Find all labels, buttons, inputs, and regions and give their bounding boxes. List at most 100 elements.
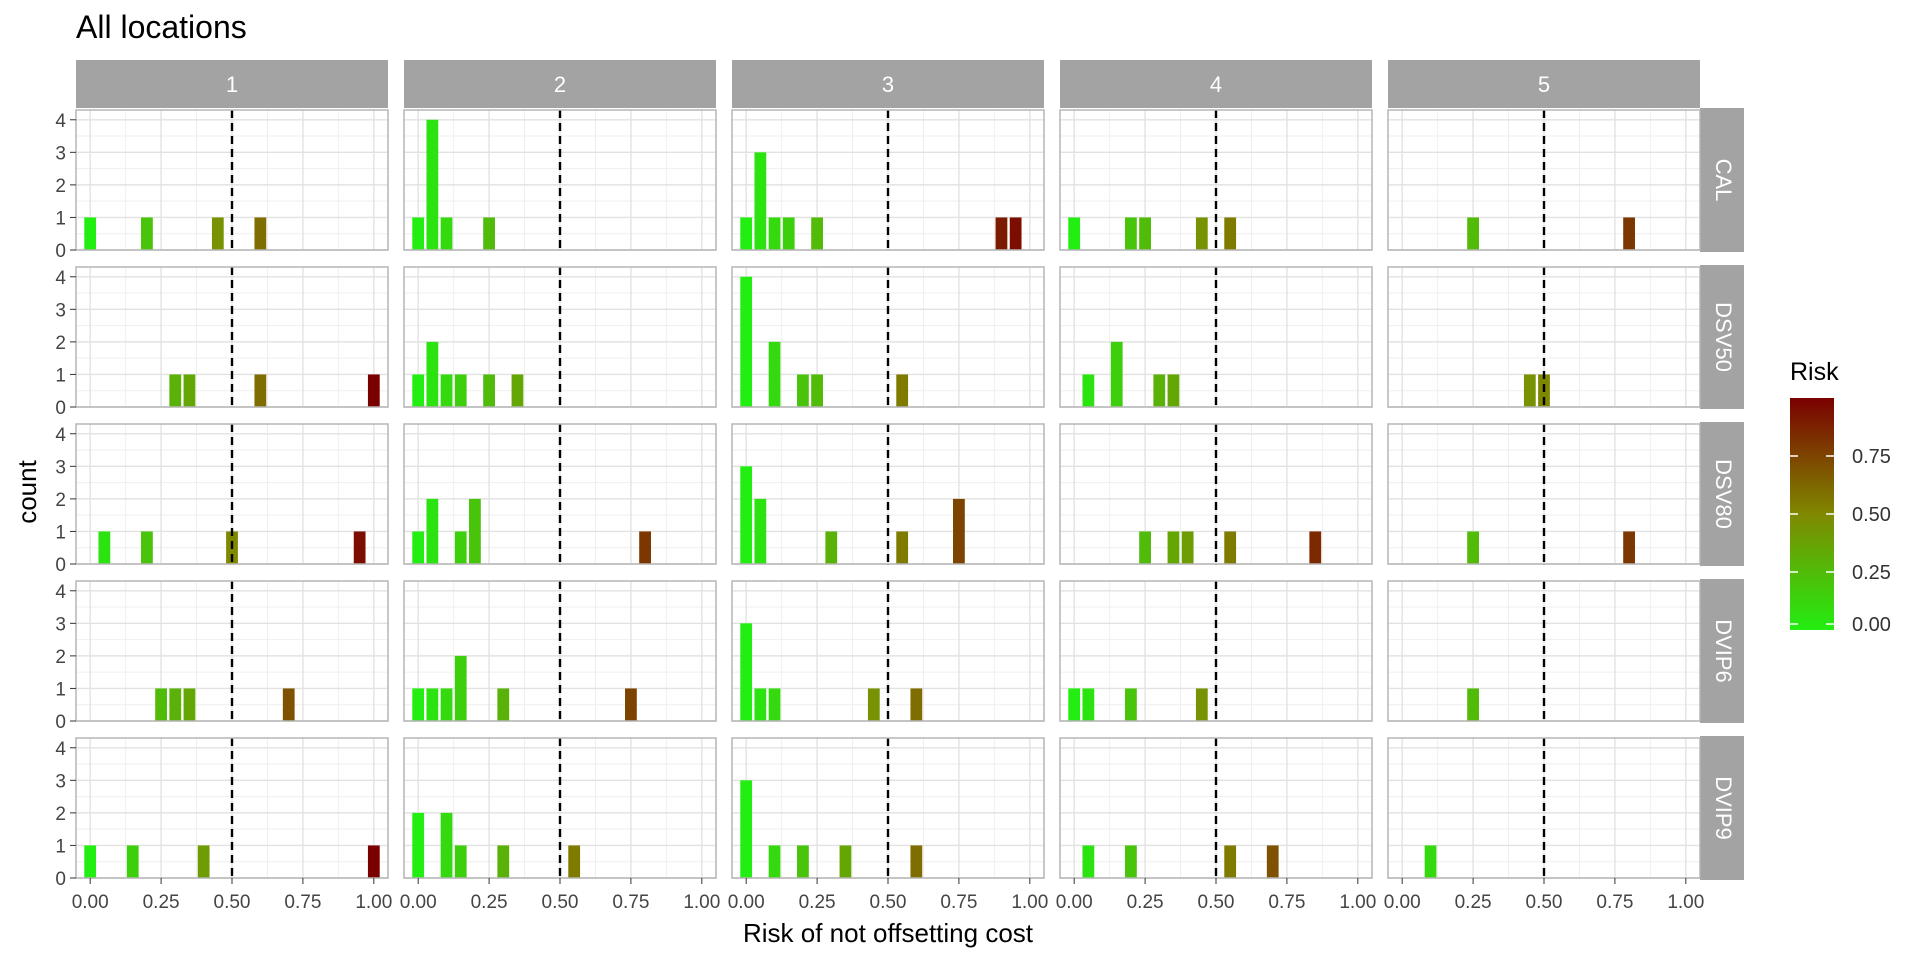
histogram-bar	[910, 688, 923, 721]
y-tick-label: 1	[55, 522, 66, 543]
histogram-bar	[84, 845, 97, 878]
panel-dvip6-4	[1059, 580, 1373, 722]
histogram-bar	[1139, 217, 1151, 250]
histogram-bar	[797, 845, 809, 878]
panel-border	[731, 423, 1045, 565]
histogram-bar	[768, 845, 781, 878]
histogram-bar	[740, 623, 753, 721]
chart-title: All locations	[76, 9, 247, 45]
y-tick-label: 4	[55, 111, 66, 132]
panel-dvip9-1	[75, 737, 389, 879]
panel-dvip9-2	[403, 737, 717, 879]
histogram-bar	[910, 845, 923, 878]
x-tick-label: 0.25	[143, 892, 180, 913]
histogram-bar	[754, 152, 767, 250]
histogram-bar	[1068, 688, 1081, 721]
y-tick-label: 1	[55, 836, 66, 857]
panel-border	[1387, 423, 1701, 565]
y-tick-label: 2	[55, 490, 66, 511]
histogram-bar	[412, 374, 425, 407]
histogram-bar	[754, 498, 767, 564]
y-tick-label: 0	[55, 712, 66, 733]
y-tick-label: 3	[55, 300, 66, 321]
x-tick-label: 1.00	[355, 892, 392, 913]
panel-dvip6-5	[1387, 580, 1701, 722]
row-strip-cal	[1700, 108, 1744, 252]
histogram-bar	[740, 276, 753, 407]
histogram-bar	[469, 498, 481, 564]
col-strip-label: 2	[554, 72, 566, 97]
histogram-bar	[1623, 217, 1635, 250]
panel-border	[75, 266, 389, 408]
panel-dvip9-4	[1059, 737, 1373, 879]
x-tick-label: 0.50	[870, 892, 907, 913]
panel-dsv80-2	[403, 423, 717, 565]
histogram-bar	[1195, 688, 1208, 721]
histogram-bar	[953, 498, 965, 564]
panel-border	[75, 580, 389, 722]
y-tick-label: 1	[55, 679, 66, 700]
histogram-bar	[497, 845, 510, 878]
panel-dvip9-5	[1387, 737, 1701, 879]
y-tick-label: 0	[55, 398, 66, 419]
histogram-bar	[740, 780, 753, 878]
y-tick-label: 4	[55, 582, 66, 603]
panel-cal-4	[1059, 109, 1373, 251]
histogram-bar	[839, 845, 852, 878]
histogram-bar	[768, 217, 781, 250]
histogram-bar	[811, 217, 823, 250]
histogram-bar	[768, 688, 781, 721]
panel-dvip6-2	[403, 580, 717, 722]
col-strip-label: 5	[1538, 72, 1550, 97]
histogram-bar	[1125, 845, 1137, 878]
x-tick-label: 0.25	[1455, 892, 1492, 913]
histogram-bar	[183, 688, 196, 721]
panel-border	[1387, 266, 1701, 408]
panel-dsv50-5	[1387, 266, 1701, 408]
panel-border	[1059, 266, 1373, 408]
row-strip-dvip6	[1700, 579, 1744, 723]
histogram-bar	[282, 688, 295, 721]
histogram-bar	[197, 845, 210, 878]
histogram-bar	[740, 217, 753, 250]
panel-dsv50-4	[1059, 266, 1373, 408]
col-strip-4	[1060, 60, 1372, 108]
histogram-bar	[1139, 531, 1151, 564]
histogram-bar	[1167, 374, 1180, 407]
panel-border	[1059, 580, 1373, 722]
histogram-bar	[1068, 217, 1081, 250]
col-strip-3	[732, 60, 1044, 108]
legend-tick-label: 0.75	[1852, 446, 1891, 468]
x-tick-label: 0.75	[940, 892, 977, 913]
y-tick-label: 3	[55, 457, 66, 478]
histogram-bar	[995, 217, 1008, 250]
histogram-bar	[639, 531, 651, 564]
histogram-bar	[98, 531, 111, 564]
histogram-bar	[768, 341, 781, 407]
histogram-bar	[426, 119, 439, 250]
y-tick-label: 0	[55, 869, 66, 890]
y-tick-label: 2	[55, 647, 66, 668]
histogram-bar	[454, 655, 467, 721]
x-tick-label: 1.00	[1339, 892, 1376, 913]
col-strip-label: 3	[882, 72, 894, 97]
panel-border	[1059, 423, 1373, 565]
legend-tick-label: 0.50	[1852, 504, 1891, 526]
x-tick-label: 0.50	[1526, 892, 1563, 913]
y-tick-label: 1	[55, 365, 66, 386]
histogram-bar	[483, 374, 495, 407]
col-strip-label: 4	[1210, 72, 1222, 97]
panel-dvip9-3	[731, 737, 1045, 879]
x-tick-label: 0.75	[612, 892, 649, 913]
panel-border	[75, 109, 389, 251]
histogram-bar	[426, 498, 439, 564]
x-tick-label: 0.50	[214, 892, 251, 913]
histogram-bar	[454, 845, 467, 878]
panel-dsv50-1	[75, 266, 389, 408]
x-tick-label: 0.00	[1384, 892, 1421, 913]
panel-cal-1	[75, 109, 389, 251]
x-tick-label: 0.00	[1056, 892, 1093, 913]
panel-dsv50-2	[403, 266, 717, 408]
panel-cal-3	[731, 109, 1045, 251]
